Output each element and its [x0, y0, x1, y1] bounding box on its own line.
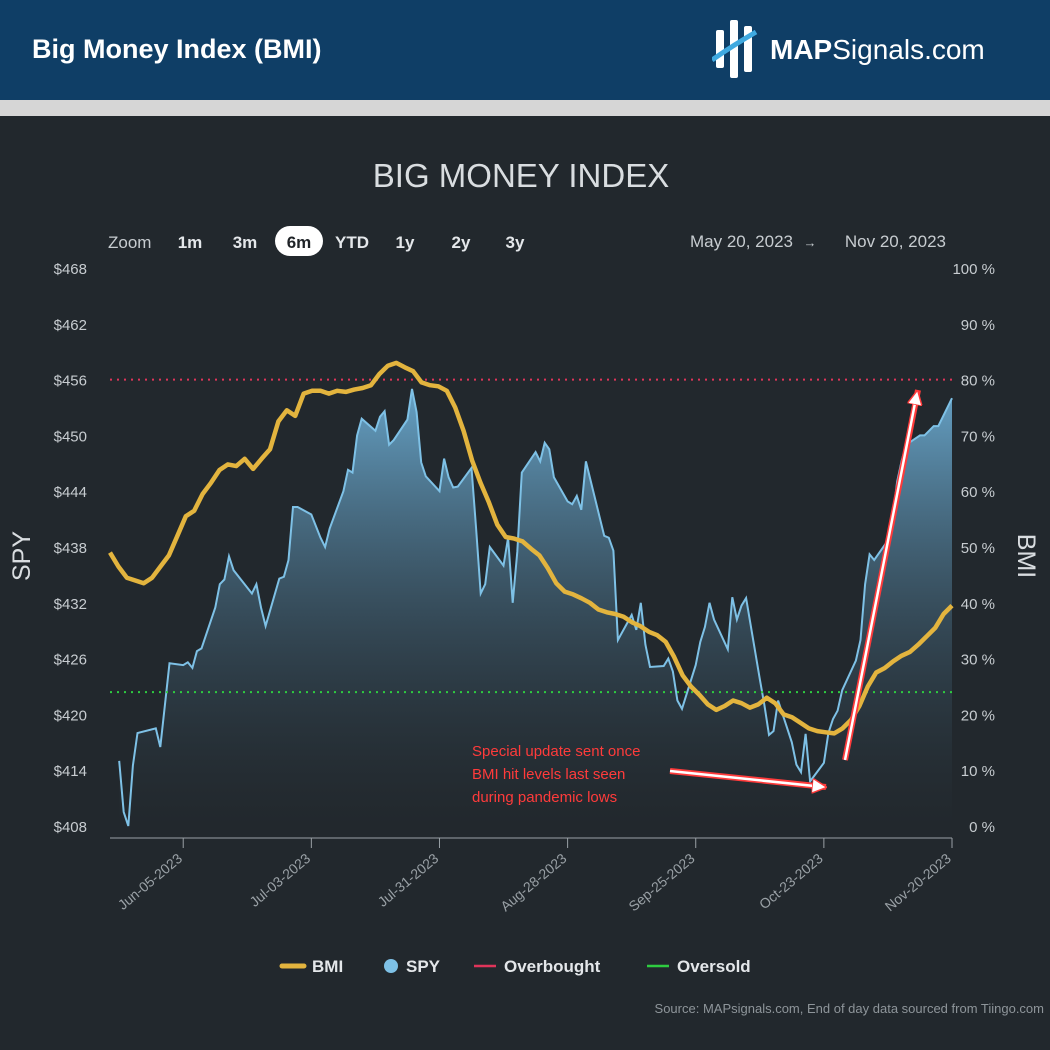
legend-overbought-label[interactable]: Overbought	[504, 957, 601, 976]
logo-rest: Signals.com	[832, 34, 985, 65]
chart-title: BIG MONEY INDEX	[373, 157, 669, 194]
annotation-line-3: during pandemic lows	[472, 789, 617, 806]
header-divider	[0, 100, 1050, 116]
spy-series-line	[118, 388, 953, 827]
spy-tick-label: $420	[54, 707, 87, 724]
legend-spy-swatch	[384, 959, 398, 973]
bmi-tick-label: 70 %	[961, 428, 995, 445]
x-tick-label: Jul-03-2023	[246, 850, 313, 910]
x-tick-label: Jul-31-2023	[374, 850, 441, 910]
annotation-line-2: BMI hit levels last seen	[472, 766, 625, 783]
spy-area	[119, 388, 952, 826]
bmi-tick-label: 100 %	[952, 261, 995, 278]
annotation-arrow	[669, 769, 824, 787]
x-tick-label: Sep-25-2023	[625, 850, 697, 914]
source-note: Source: MAPsignals.com, End of day data …	[655, 1001, 1044, 1016]
date-start[interactable]: May 20, 2023	[690, 232, 793, 251]
header-bar: Big Money Index (BMI) MAPSignals.com	[0, 0, 1050, 100]
rally-arrow	[843, 393, 917, 761]
zoom-bar: Zoom 1m 3m 6m YTD 1y 2y 3y	[108, 226, 525, 256]
zoom-option-1m[interactable]: 1m	[178, 233, 203, 252]
reference-lines	[110, 378, 952, 694]
logo-bars-icon	[710, 20, 758, 78]
spy-axis: $408 $414 $420 $426 $432 $438 $444 $450 $456 $462…	[54, 261, 87, 836]
annotation: Special update sent once BMI hit levels …	[472, 390, 918, 806]
spy-axis-title: SPY	[8, 531, 36, 581]
bmi-tick-label: 50 %	[961, 540, 995, 557]
spy-tick-label: $462	[54, 317, 87, 334]
bmi-tick-label: 30 %	[961, 652, 995, 669]
spy-tick-label: $444	[54, 484, 87, 501]
bmi-tick-label: 80 %	[961, 373, 995, 390]
date-arrow: →	[804, 235, 817, 250]
bmi-tick-label: 10 %	[961, 763, 995, 780]
zoom-option-3y[interactable]: 3y	[506, 233, 525, 252]
date-end[interactable]: Nov 20, 2023	[845, 232, 946, 251]
bmi-series-line	[108, 360, 954, 736]
logo-bold: MAP	[770, 34, 833, 65]
bmi-tick-label: 20 %	[961, 707, 995, 724]
mapsignals-logo: MAPSignals.com	[710, 16, 1032, 88]
spy-tick-label: $468	[54, 261, 87, 278]
logo-text: MAPSignals.com	[770, 34, 985, 66]
x-tick-label: Jun-05-2023	[115, 850, 186, 913]
bmi-tick-label: 60 %	[961, 484, 995, 501]
bmi-tick-label: 40 %	[961, 596, 995, 613]
bmi-tick-label: 90 %	[961, 317, 995, 334]
x-axis: Jun-05-2023 Jul-03-2023 Jul-31-2023 Aug-28-…	[115, 838, 954, 914]
page-title: Big Money Index (BMI)	[32, 34, 322, 64]
spy-tick-label: $432	[54, 596, 87, 613]
legend-spy-label[interactable]: SPY	[406, 957, 441, 976]
legend-bmi-label[interactable]: BMI	[312, 957, 343, 976]
annotation-line-1: Special update sent once	[472, 743, 640, 760]
zoom-selected-pill	[275, 226, 323, 256]
spy-tick-label: $414	[54, 763, 87, 780]
legend: BMI SPY Overbought Oversold	[279, 957, 751, 976]
zoom-option-ytd[interactable]: YTD	[335, 233, 369, 252]
x-tick-label: Aug-28-2023	[497, 850, 569, 914]
bmi-axis-title: BMI	[1012, 534, 1040, 578]
date-range: May 20, 2023 → Nov 20, 2023	[690, 232, 946, 251]
spy-tick-label: $426	[54, 652, 87, 669]
spy-tick-label: $438	[54, 540, 87, 557]
zoom-option-6m[interactable]: 6m	[287, 233, 312, 252]
bmi-tick-label: 0 %	[969, 819, 995, 836]
zoom-label: Zoom	[108, 233, 151, 252]
x-tick-label: Nov-20-2023	[882, 850, 954, 914]
zoom-option-3m[interactable]: 3m	[233, 233, 258, 252]
spy-tick-label: $456	[54, 373, 87, 390]
x-tick-label: Oct-23-2023	[756, 850, 826, 912]
spy-tick-label: $450	[54, 428, 87, 445]
bmi-axis: 0 % 10 % 20 % 30 % 40 % 50 % 60 % 70 % 80 % 90 % 1…	[952, 261, 995, 836]
legend-oversold-label[interactable]: Oversold	[677, 957, 751, 976]
zoom-option-2y[interactable]: 2y	[452, 233, 471, 252]
zoom-option-1y[interactable]: 1y	[396, 233, 415, 252]
spy-tick-label: $408	[54, 819, 87, 836]
